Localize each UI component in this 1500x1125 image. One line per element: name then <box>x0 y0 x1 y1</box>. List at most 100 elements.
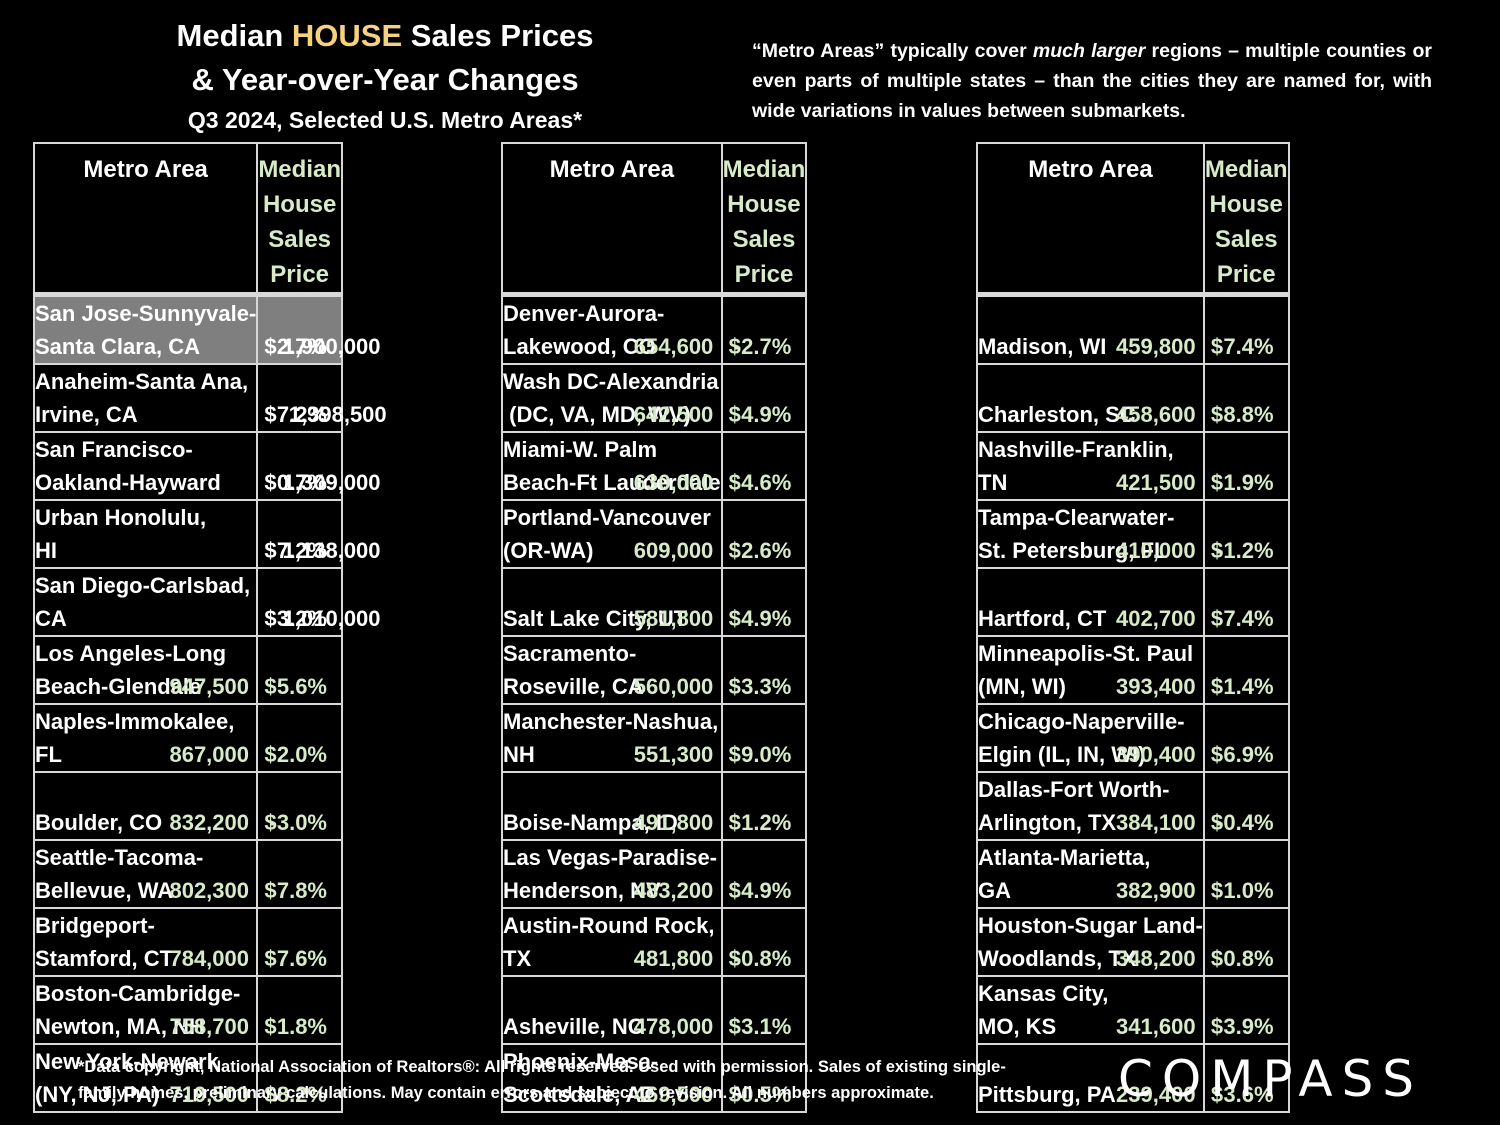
table-row: Boulder, CO $832,200 -3.0% <box>32 771 343 841</box>
yoy-change: 8.8% <box>1223 402 1274 427</box>
metro-area-line-2: Scottsdale, AZ <box>503 1082 655 1107</box>
yoy-change: 7.8% <box>276 878 327 903</box>
median-price-cell: $551,300 9.0% <box>634 703 808 773</box>
footnote: *Data copyright, National Association of… <box>78 1054 1118 1106</box>
metro-table-2: Metro Area Median House Sales Price Denver-… <box>501 142 808 1113</box>
price-amount: 784,000 <box>169 946 249 971</box>
yoy-change: 4.9% <box>741 402 792 427</box>
median-price-cell: $421,500 1.9% <box>1116 431 1290 501</box>
table-row: Asheville, NC $478,000 3.1% <box>501 975 808 1045</box>
header-metro-area: Metro Area <box>32 142 259 296</box>
metro-area-name: Boulder, CO <box>32 771 259 841</box>
table-row: Manchester-Nashua, NH $551,300 9.0% <box>501 703 808 773</box>
metro-area-line-2: NH <box>503 742 535 767</box>
metro-area-name: Chicago-Naperville- Elgin (IL, IN, WI) <box>976 703 1205 773</box>
header-median-price: Median House Sales Price <box>256 142 343 296</box>
dollar-sign: $ <box>1210 946 1224 971</box>
median-price-cell: $393,400 1.4% <box>1116 635 1290 705</box>
metro-area-name: Urban Honolulu, HI <box>32 499 259 569</box>
table-row: Houston-Sugar Land- Woodlands, TX $348,200… <box>976 907 1290 977</box>
table-row: Sacramento- Roseville, CA $560,000 3.3% <box>501 635 808 705</box>
dollar-sign: $ <box>728 538 741 563</box>
metro-area-name: Wash DC-Alexandria (DC, VA, MD, WV) <box>501 363 723 433</box>
yoy-change: 1.4% <box>1223 674 1274 699</box>
table-row: Phoenix-Mesa- Scottsdale, AZ $469,500 0.5% <box>501 1043 808 1113</box>
metro-area-name: Anaheim-Santa Ana, Irvine, CA <box>32 363 259 433</box>
median-price-cell: $402,700 7.4% <box>1116 567 1290 637</box>
header-price-line-2: Sales Price <box>732 226 796 288</box>
table-row: Tampa-Clearwater- St. Petersburg, FL $410,… <box>976 499 1290 569</box>
metro-area-name: Austin-Round Rock, TX <box>501 907 723 977</box>
price-amount: 642,500 <box>633 402 714 427</box>
yoy-change: 7.2% <box>276 402 327 427</box>
metro-area-line-2: Pittsburg, PA <box>978 1082 1116 1107</box>
metro-area-name: San Jose-Sunnyvale- Santa Clara, CA <box>32 292 259 365</box>
metro-area-name: Dallas-Fort Worth- Arlington, TX <box>976 771 1205 841</box>
median-price-cell: $390,400 6.9% <box>1116 703 1290 773</box>
metro-area-name: Naples-Immokalee, FL <box>32 703 259 773</box>
metro-area-name: San Diego-Carlsbad, CA <box>32 567 259 637</box>
table-row: Los Angeles-Long Beach-Glendale $947,500 5.… <box>32 635 343 705</box>
metro-area-line-2: St. Petersburg, FL <box>978 538 1168 563</box>
metro-area-line-2: Elgin (IL, IN, WI) <box>978 742 1146 767</box>
metro-area-name: Denver-Aurora- Lakewood, CO <box>501 292 723 365</box>
yoy-change: 1.9% <box>1223 470 1274 495</box>
metro-area-line-1: Portland-Vancouver <box>503 505 711 530</box>
metro-area-name: Manchester-Nashua, NH <box>501 703 723 773</box>
median-price-cell: $642,500 4.9% <box>634 363 808 433</box>
table-row: Anaheim-Santa Ana, Irvine, CA $ 1,398,500 7… <box>32 363 387 433</box>
dollar-sign: $ <box>728 606 741 631</box>
dollar-sign: $ <box>1210 674 1224 699</box>
dollar-sign: $ <box>728 1082 741 1107</box>
price-amount: 560,000 <box>633 674 714 699</box>
metro-area-line-1: Naples-Immokalee, <box>35 709 235 734</box>
price-amount: 609,000 <box>633 538 714 563</box>
dollar-sign: $ <box>1210 402 1224 427</box>
table-row: Kansas City, MO, KS $341,600 3.9% <box>976 975 1290 1045</box>
header-median-price: Median House Sales Price <box>720 142 808 296</box>
table-row: Bridgeport- Stamford, CT $784,000 7.6% <box>32 907 343 977</box>
price-amount: 758,700 <box>169 1014 249 1039</box>
yoy-change: 9.0% <box>741 742 792 767</box>
price-amount: 719,500 <box>169 1082 249 1107</box>
metro-table-3: Metro Area Median House Sales Price Madison… <box>976 142 1290 1113</box>
price-amount: 402,700 <box>1116 606 1196 631</box>
metro-area-line-2: Arlington, TX <box>978 810 1117 835</box>
median-price-cell: $ 1,398,500 7.2% <box>256 363 387 433</box>
dollar-sign: $ <box>1210 334 1224 359</box>
dollar-sign: $ <box>728 1014 741 1039</box>
dollar-sign: $ <box>728 810 741 835</box>
median-price-cell: $758,700 1.8% <box>169 975 343 1045</box>
metro-area-name: Seattle-Tacoma- Bellevue, WA <box>32 839 259 909</box>
metro-area-line-1 <box>504 570 720 602</box>
dollar-sign: $ <box>728 334 741 359</box>
price-amount: 867,000 <box>169 742 249 767</box>
table-row: San Diego-Carlsbad, CA $ 1,010,000 3.2% <box>32 567 381 637</box>
table-row: Las Vegas-Paradise- Henderson, NV $483,200… <box>501 839 808 909</box>
metro-area-line-2: Bellevue, WA <box>35 878 174 903</box>
median-price-cell: $410,000 -1.2% <box>1116 499 1290 569</box>
median-price-cell: $384,100 -0.4% <box>1116 771 1290 841</box>
dollar-sign: $ <box>1210 742 1224 767</box>
table-row: Naples-Immokalee, FL $867,000 2.0% <box>32 703 343 773</box>
metro-area-line-2: Beach-Ft Lauderdale <box>503 470 721 495</box>
yoy-change: -3.0% <box>269 810 327 835</box>
metro-area-name: Kansas City, MO, KS <box>976 975 1205 1045</box>
yoy-change: -0.8% <box>733 946 792 971</box>
metro-area-line-1: San Diego-Carlsbad, <box>35 573 251 598</box>
header-median-price: Median House Sales Price <box>1202 142 1290 296</box>
table-row: Wash DC-Alexandria (DC, VA, MD, WV) $642,… <box>501 363 808 433</box>
yoy-change: 0.8% <box>1223 946 1274 971</box>
metro-area-line-1: Tampa-Clearwater- <box>978 505 1175 530</box>
metro-table-1: Metro Area Median House Sales Price San Jos… <box>32 142 387 1113</box>
metro-area-line-2: Salt Lake City, UT <box>503 606 688 631</box>
price-amount: 239,400 <box>1116 1082 1196 1107</box>
table-row: San Jose-Sunnyvale- Santa Clara, CA $ 1,90… <box>32 292 381 365</box>
yoy-change: 5.6% <box>276 674 327 699</box>
metro-area-line-1 <box>979 299 1202 330</box>
price-amount: 832,200 <box>169 810 249 835</box>
price-amount: 469,500 <box>633 1082 714 1107</box>
median-price-cell: $560,000 3.3% <box>634 635 808 705</box>
metro-area-line-1: Atlanta-Marietta, <box>978 845 1151 870</box>
metro-area-line-1: Seattle-Tacoma- <box>35 845 204 870</box>
